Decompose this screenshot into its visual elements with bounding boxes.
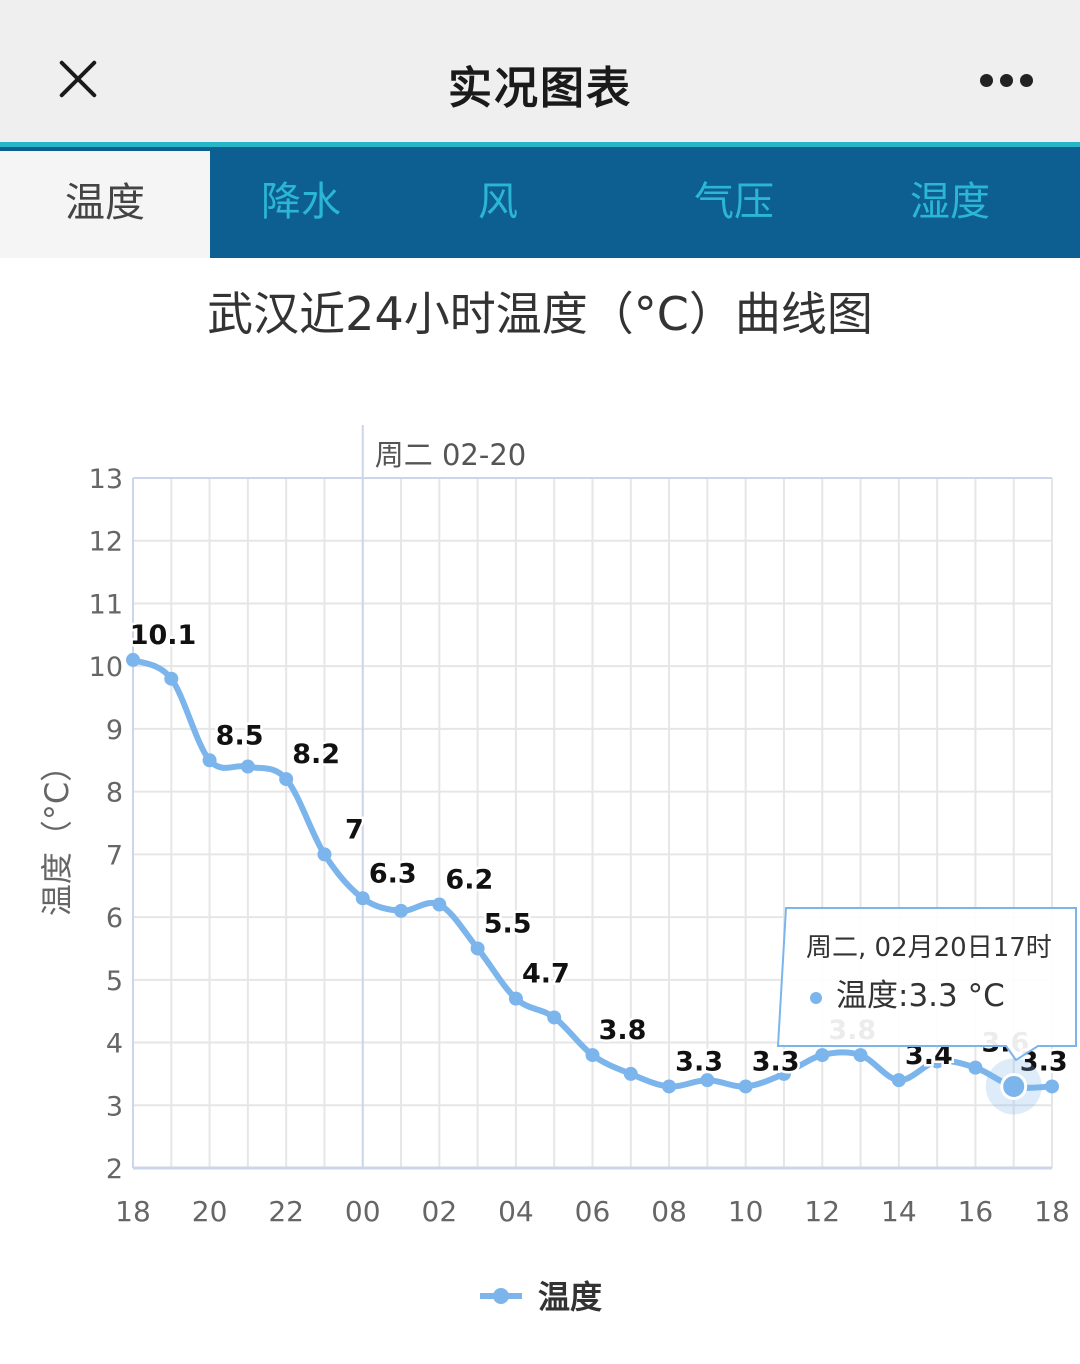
tab-humidity[interactable]: 湿度 [910,179,990,225]
x-tick-label: 06 [575,1195,611,1228]
x-tick-label: 02 [422,1195,458,1228]
data-point [240,759,255,774]
page-title: 实况图表 [448,63,632,114]
x-tick-label: 16 [958,1195,994,1228]
y-tick-label: 5 [106,966,123,997]
tab-precipitation[interactable]: 降水 [261,179,341,225]
tab-wind[interactable]: 风 [478,179,518,225]
data-point [968,1060,983,1075]
y-tick-label: 13 [89,464,123,495]
data-point [394,903,409,918]
data-label: 8.5 [216,720,264,751]
more-dots-icon[interactable] [966,66,1046,96]
x-tick-label: 18 [115,1195,151,1228]
data-point [700,1073,715,1088]
data-point [317,847,332,862]
data-point [355,891,370,906]
data-point [164,671,179,686]
y-axis-title: 温度（°C） [38,750,76,916]
data-point [930,1054,945,1069]
data-point [662,1079,677,1094]
top-bar: 实况图表 [0,0,1080,142]
data-label: 3.3 [675,1046,723,1077]
data-point [508,991,523,1006]
y-tick-label: 3 [106,1091,123,1122]
data-label: 3.3 [752,1046,800,1077]
data-label: 4.7 [522,959,570,990]
data-point [891,1073,906,1088]
y-tick-label: 8 [106,778,123,809]
tab-pressure[interactable]: 气压 [694,179,774,225]
data-label: 5.5 [484,908,532,939]
x-tick-label: 10 [728,1195,764,1228]
tab-bar: 温度 降水 风 气压 湿度 [0,142,1080,258]
x-tick-label: 08 [651,1195,687,1228]
y-tick-label: 4 [106,1029,123,1060]
x-tick-label: 00 [345,1195,381,1228]
data-label: 7 [345,814,364,845]
tooltip-box [776,907,1077,1062]
data-point [815,1048,830,1063]
x-tick-label: 18 [1034,1195,1070,1228]
data-point [432,897,447,912]
y-tick-label: 10 [89,652,123,683]
data-point [126,652,140,667]
data-point [547,1010,562,1025]
data-label: 6.2 [445,865,493,896]
x-tick-label: 22 [268,1195,304,1228]
hover-point [1000,1072,1028,1100]
x-tick-label: 14 [881,1195,917,1228]
data-point [853,1048,868,1063]
tab-temperature[interactable]: 温度 [0,151,210,258]
tooltip-title: 周二, 02月20日17时 [806,933,1052,963]
data-point [1045,1079,1059,1094]
y-tick-label: 9 [106,715,123,746]
x-tick-label: 12 [804,1195,840,1228]
data-label: 8.2 [292,739,340,770]
legend-label-temperature: 温度 [538,1278,602,1316]
y-tick-label: 11 [89,589,123,620]
y-tick-label: 7 [106,840,123,871]
date-marker-label: 周二 02-20 [375,438,527,472]
data-point [585,1048,600,1063]
y-tick-label: 2 [106,1154,123,1185]
data-point [202,753,217,768]
y-tick-label: 12 [89,527,123,558]
data-label: 10.1 [130,620,197,651]
x-tick-label: 20 [192,1195,228,1228]
tooltip-value: 温度:3.3 °C [836,978,1005,1014]
data-point [623,1066,638,1081]
data-point [279,772,294,787]
x-tick-label: 04 [498,1195,534,1228]
y-tick-label: 6 [106,903,123,934]
data-point [738,1079,753,1094]
data-label: 3.8 [599,1015,647,1046]
tooltip-series-dot [810,992,822,1004]
data-point [470,941,485,956]
chart-title: 武汉近24小时温度（°C）曲线图 [207,287,873,341]
data-point [776,1066,791,1081]
data-label: 6.3 [369,858,417,889]
legend-marker-temperature [493,1288,509,1304]
